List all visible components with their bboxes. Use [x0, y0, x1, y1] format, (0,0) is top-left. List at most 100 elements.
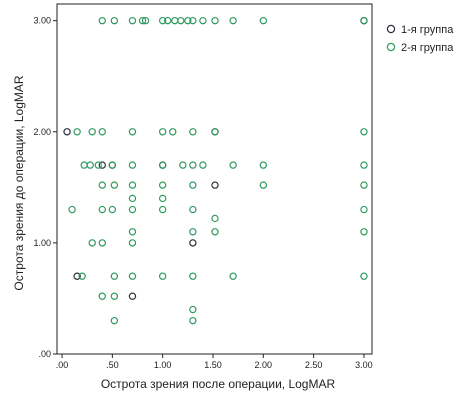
- data-point-group-2: [158, 128, 167, 136]
- data-point-group-2: [158, 181, 167, 189]
- data-point-group-2: [128, 128, 137, 136]
- data-point-group-2: [360, 16, 368, 25]
- data-point-group-2: [169, 128, 177, 136]
- data-point-group-2: [128, 239, 137, 247]
- y-tick-label: 1.00: [33, 238, 51, 248]
- data-point-group-2: [189, 181, 197, 189]
- data-point-group-2: [199, 161, 207, 169]
- data-point-group-1: [63, 128, 71, 136]
- data-point-group-2: [88, 239, 96, 247]
- data-point-group-2: [128, 161, 137, 169]
- data-point-group-2: [88, 128, 96, 136]
- data-point-group-2: [164, 16, 172, 25]
- plot-frame: [56, 3, 373, 355]
- data-point-group-2: [86, 161, 94, 169]
- data-point-group-2: [360, 205, 368, 214]
- data-point-group-2: [128, 181, 137, 189]
- y-axis-ticks: .00 1.00 2.00 3.00: [33, 16, 57, 359]
- data-point-group-2: [98, 128, 106, 136]
- y-tick-label: .00: [38, 349, 51, 359]
- data-point-group-2: [360, 272, 368, 280]
- data-point-group-1: [189, 239, 197, 247]
- data-point-group-2: [128, 194, 137, 203]
- x-axis-title: Острота зрения после операции, LogMAR: [101, 377, 336, 391]
- data-point-group-2: [211, 128, 219, 136]
- data-point-group-2: [171, 16, 179, 25]
- data-point-group-2: [158, 16, 167, 25]
- data-point-group-2: [94, 161, 102, 169]
- data-point-group-2: [80, 161, 88, 169]
- data-point-group-2: [158, 272, 167, 280]
- data-point-group-2: [184, 16, 192, 25]
- y-axis-title: Острота зрения до операции, LogMAR: [12, 75, 26, 290]
- x-tick-label: 1.50: [204, 360, 222, 370]
- data-point-group-2: [211, 228, 219, 236]
- data-point-group-2: [128, 272, 137, 280]
- data-point-group-2: [360, 181, 368, 189]
- data-point-group-2: [189, 161, 197, 169]
- data-point-group-2: [158, 205, 167, 214]
- data-point-group-2: [128, 228, 137, 236]
- x-tick-label: 1.00: [154, 360, 172, 370]
- data-point-group-1: [73, 272, 81, 280]
- legend: 1-я группа 2-я группа: [386, 24, 454, 54]
- data-point-group-2: [98, 239, 106, 247]
- data-point-group-2: [259, 161, 268, 169]
- data-point-group-2: [110, 316, 119, 325]
- data-point-group-2: [199, 16, 207, 25]
- data-point-group-2: [78, 272, 86, 280]
- data-point-group-1: [211, 181, 219, 189]
- data-point-group-1: [98, 161, 106, 169]
- data-point-group-2: [189, 128, 197, 136]
- data-point-group-2: [229, 16, 237, 25]
- legend-marker-group-1: [386, 24, 396, 34]
- data-point-group-2: [108, 205, 117, 214]
- data-point-group-2: [98, 181, 106, 189]
- data-point-group-2: [128, 16, 137, 25]
- data-point-group-2: [68, 205, 76, 214]
- data-point-group-2: [110, 292, 119, 300]
- data-point-group-2: [108, 161, 117, 169]
- data-point-group-2: [179, 161, 187, 169]
- data-point-group-2: [189, 228, 197, 236]
- legend-label-group-2: 2-я группа: [401, 42, 454, 54]
- data-point-group-2: [189, 272, 197, 280]
- y-tick-label: 3.00: [33, 16, 51, 26]
- data-point-group-2: [259, 181, 268, 189]
- data-point-group-2: [110, 272, 119, 280]
- data-point-group-2: [177, 16, 185, 25]
- data-point-group-2: [360, 128, 368, 136]
- data-point-group-2: [259, 16, 268, 25]
- data-point-group-2: [98, 205, 106, 214]
- data-point-group-2: [73, 128, 81, 136]
- data-point-group-2: [229, 272, 237, 280]
- data-point-group-2: [98, 292, 106, 300]
- x-tick-label: 2.50: [305, 360, 323, 370]
- data-point-group-2: [110, 16, 119, 25]
- data-point-group-2: [211, 16, 219, 25]
- data-points: [63, 16, 368, 325]
- data-point-group-2: [360, 161, 368, 169]
- x-tick-label: 2.00: [255, 360, 273, 370]
- data-point-group-2: [189, 316, 197, 325]
- data-point-group-1: [128, 292, 137, 300]
- legend-marker-group-2: [386, 42, 396, 52]
- x-tick-label: 3.00: [355, 360, 373, 370]
- x-tick-label: .50: [106, 360, 119, 370]
- data-point-group-2: [110, 181, 119, 189]
- data-point-group-2: [229, 161, 237, 169]
- x-axis-ticks: .00 .50 1.00 1.50 2.00 2.50 3.00: [56, 354, 373, 370]
- data-point-group-2: [158, 161, 167, 169]
- data-point-group-2: [158, 194, 167, 203]
- data-point-group-2: [138, 16, 147, 25]
- data-point-group-2: [128, 205, 137, 214]
- data-point-group-2: [98, 16, 106, 25]
- legend-label-group-1: 1-я группа: [401, 24, 454, 36]
- data-point-group-2: [141, 16, 150, 25]
- data-point-group-2: [189, 205, 197, 214]
- data-point-group-2: [189, 305, 197, 314]
- data-point-group-2: [360, 228, 368, 236]
- x-tick-label: .00: [56, 360, 69, 370]
- y-tick-label: 2.00: [33, 127, 51, 137]
